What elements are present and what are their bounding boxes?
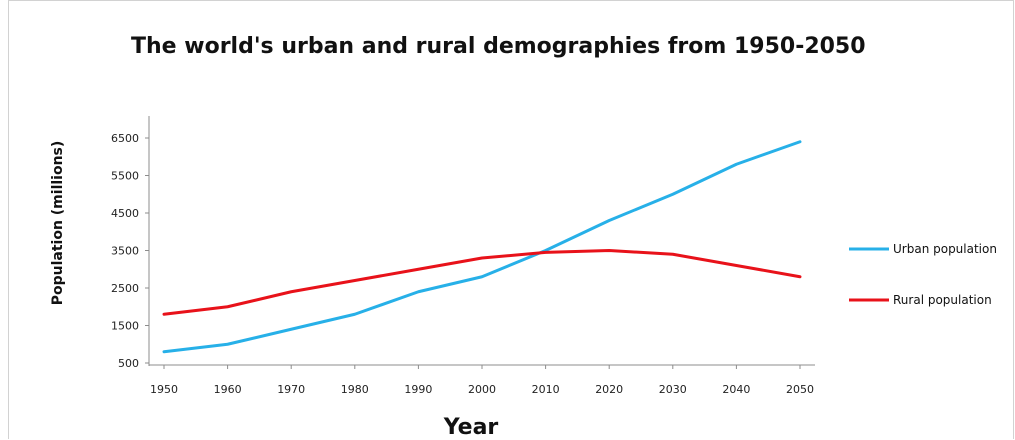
y-tick-label: 2500 [111, 282, 139, 295]
x-tick-label: 2010 [532, 383, 560, 396]
ticks: 500 1500 2500 3500 4500 5500 6500 1950 1960 1970 1… [111, 132, 814, 396]
series [162, 140, 802, 354]
y-tick-label: 4500 [111, 207, 139, 220]
x-tick-label: 1960 [214, 383, 242, 396]
x-tick-label: 2030 [659, 383, 687, 396]
legend-label: Rural population [893, 293, 992, 307]
line-chart: The world's urban and rural demographies… [50, 34, 997, 440]
y-tick-label: 1500 [111, 320, 139, 333]
axes [148, 116, 815, 366]
y-tick-label: 6500 [111, 132, 139, 145]
legend: Urban population Rural population [849, 242, 997, 307]
x-tick-label: 1990 [404, 383, 432, 396]
chart-title: The world's urban and rural demographies… [131, 34, 866, 59]
series-line-urban [162, 140, 802, 354]
y-tick-label: 3500 [111, 245, 139, 258]
x-tick-label: 2050 [786, 383, 814, 396]
x-tick-label: 1980 [341, 383, 369, 396]
x-tick-label: 2000 [468, 383, 496, 396]
x-tick-label: 1970 [277, 383, 305, 396]
y-tick-label: 5500 [111, 170, 139, 183]
x-axis-label: Year [443, 415, 499, 440]
x-tick-label: 2020 [595, 383, 623, 396]
x-tick-label: 1950 [150, 383, 178, 396]
y-axis-label: Population (millions) [50, 141, 66, 306]
legend-label: Urban population [893, 242, 997, 256]
series-line-rural [162, 249, 802, 316]
x-tick-label: 2040 [722, 383, 750, 396]
y-tick-label: 500 [118, 357, 139, 370]
chart-frame: The world's urban and rural demographies… [8, 0, 1014, 440]
